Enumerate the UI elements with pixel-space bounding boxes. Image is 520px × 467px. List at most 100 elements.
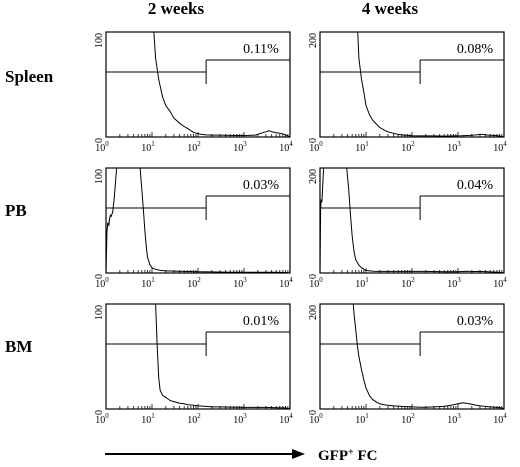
x-tick-exponent: 4 — [289, 140, 293, 148]
gate-percent-label: 0.08% — [457, 42, 494, 57]
x-tick-exponent: 3 — [243, 412, 247, 420]
x-tick-base: 10 — [401, 415, 411, 426]
x-tick-base: 10 — [233, 279, 243, 290]
x-tick-exponent: 2 — [197, 412, 201, 420]
x-tick-label: 103 — [447, 140, 461, 154]
y-tick-label-top: 200 — [308, 33, 319, 48]
histogram-curve — [357, 32, 504, 137]
row-label-bm: BM — [5, 337, 32, 356]
x-tick-base: 10 — [309, 279, 319, 290]
y-tick-label-top: 200 — [308, 305, 319, 320]
gate-percent-label: 0.04% — [457, 178, 494, 193]
x-tick-label: 100 — [95, 412, 109, 426]
x-tick-label: 101 — [141, 276, 155, 290]
x-tick-base: 10 — [493, 143, 503, 154]
x-tick-label: 103 — [233, 276, 247, 290]
x-tick-label: 103 — [233, 140, 247, 154]
x-tick-base: 10 — [447, 415, 457, 426]
x-tick-base: 10 — [187, 143, 197, 154]
x-tick-base: 10 — [279, 415, 289, 426]
x-tick-exponent: 3 — [457, 412, 461, 420]
x-tick-base: 10 — [401, 279, 411, 290]
column-title-2-weeks: 2 weeks — [148, 0, 205, 18]
x-tick-exponent: 2 — [411, 412, 415, 420]
x-tick-base: 10 — [95, 279, 105, 290]
x-axis-title-superscript: + — [348, 447, 354, 458]
x-tick-label: 100 — [309, 412, 323, 426]
x-tick-label: 104 — [279, 276, 293, 290]
x-tick-label: 103 — [447, 412, 461, 426]
x-tick-label: 101 — [355, 412, 369, 426]
y-tick-label-bottom: 0 — [308, 274, 319, 279]
x-tick-exponent: 1 — [151, 412, 155, 420]
x-tick-label: 104 — [279, 140, 293, 154]
gate-percent-label: 0.03% — [243, 178, 280, 193]
x-tick-exponent: 0 — [105, 140, 109, 148]
x-axis-title: GFP+ FC — [318, 447, 377, 465]
x-tick-base: 10 — [95, 415, 105, 426]
histogram-curve — [155, 304, 290, 409]
y-tick-label-top: 100 — [94, 33, 105, 48]
x-tick-label: 104 — [493, 276, 507, 290]
x-tick-base: 10 — [187, 279, 197, 290]
x-tick-label: 100 — [309, 140, 323, 154]
x-tick-base: 10 — [493, 279, 503, 290]
x-tick-label: 102 — [187, 140, 201, 154]
x-tick-exponent: 4 — [289, 276, 293, 284]
x-tick-exponent: 0 — [319, 140, 323, 148]
row-label-spleen: Spleen — [5, 67, 54, 86]
x-tick-base: 10 — [187, 415, 197, 426]
x-tick-exponent: 0 — [105, 412, 109, 420]
y-tick-label-bottom: 0 — [94, 410, 105, 415]
y-tick-label-bottom: 0 — [94, 138, 105, 143]
x-tick-label: 104 — [493, 140, 507, 154]
y-tick-label-top: 100 — [94, 305, 105, 320]
x-tick-base: 10 — [95, 143, 105, 154]
x-tick-exponent: 4 — [503, 276, 507, 284]
x-tick-exponent: 2 — [197, 276, 201, 284]
x-tick-exponent: 2 — [411, 140, 415, 148]
x-tick-base: 10 — [233, 143, 243, 154]
x-tick-label: 103 — [233, 412, 247, 426]
x-tick-label: 101 — [355, 276, 369, 290]
x-tick-base: 10 — [309, 415, 319, 426]
x-tick-exponent: 3 — [457, 276, 461, 284]
x-tick-exponent: 3 — [243, 140, 247, 148]
histogram-curve — [352, 304, 504, 409]
x-tick-exponent: 4 — [503, 140, 507, 148]
x-axis-title-main: GFP — [318, 448, 348, 464]
x-tick-exponent: 4 — [289, 412, 293, 420]
x-tick-base: 10 — [279, 279, 289, 290]
x-tick-exponent: 0 — [319, 276, 323, 284]
x-tick-exponent: 1 — [151, 276, 155, 284]
gate-percent-label: 0.01% — [243, 314, 280, 329]
x-tick-base: 10 — [141, 279, 151, 290]
gate-percent-label: 0.03% — [457, 314, 494, 329]
x-tick-label: 102 — [401, 412, 415, 426]
y-tick-label-bottom: 0 — [308, 138, 319, 143]
x-tick-label: 101 — [355, 140, 369, 154]
x-tick-label: 104 — [279, 412, 293, 426]
x-tick-base: 10 — [233, 415, 243, 426]
x-tick-exponent: 3 — [457, 140, 461, 148]
histogram-curve — [106, 168, 290, 273]
row-label-pb: PB — [5, 201, 27, 220]
x-tick-base: 10 — [355, 415, 365, 426]
y-tick-label-top: 100 — [94, 169, 105, 184]
x-tick-base: 10 — [355, 279, 365, 290]
x-tick-exponent: 1 — [365, 276, 369, 284]
x-tick-base: 10 — [493, 415, 503, 426]
x-tick-base: 10 — [401, 143, 411, 154]
x-tick-base: 10 — [309, 143, 319, 154]
gate-percent-label: 0.11% — [243, 42, 279, 57]
x-tick-base: 10 — [141, 415, 151, 426]
x-tick-label: 100 — [309, 276, 323, 290]
x-tick-label: 102 — [187, 276, 201, 290]
